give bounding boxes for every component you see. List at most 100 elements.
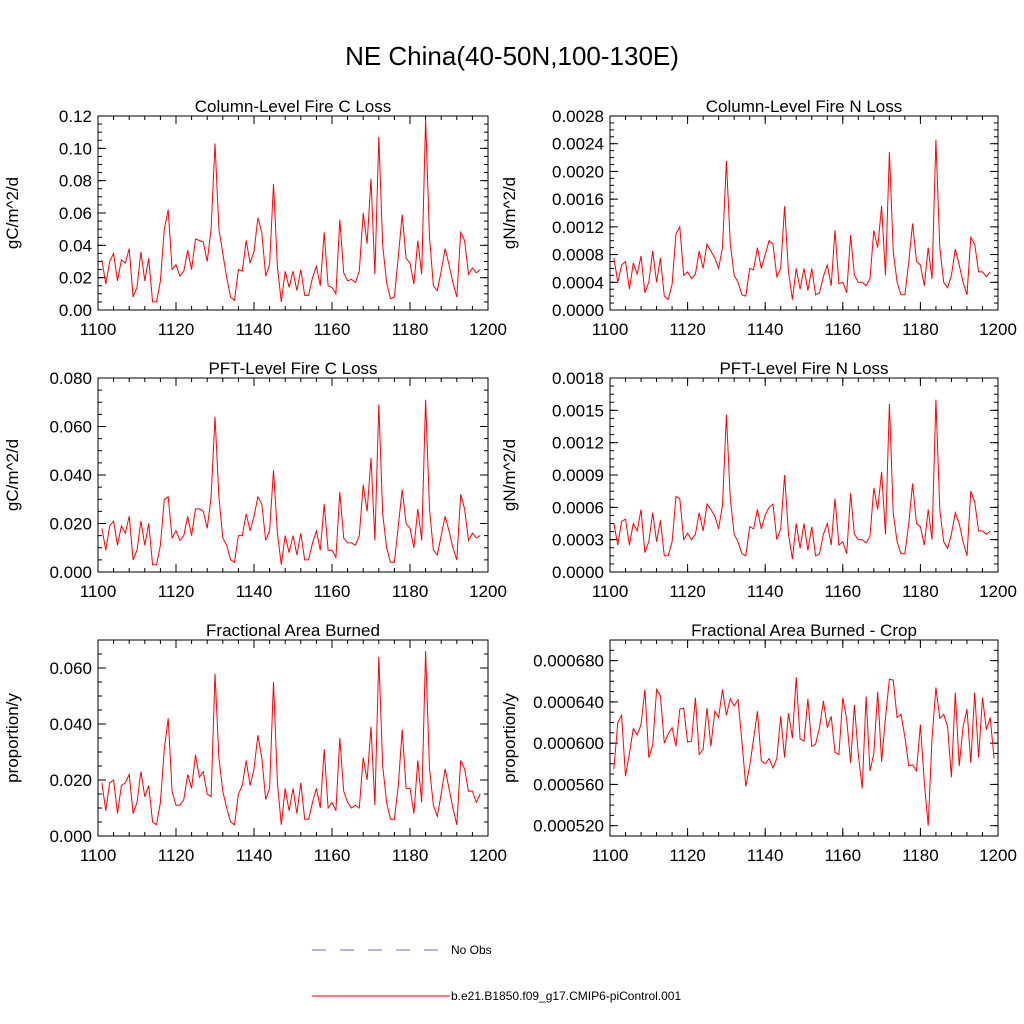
y-tick-label: 0.0000 — [552, 563, 604, 582]
x-tick-label: 1180 — [392, 582, 429, 601]
series-line — [101, 119, 481, 303]
plot-frame — [97, 115, 489, 311]
figure-title: NE China(40-50N,100-130E) — [345, 41, 679, 71]
y-tick-label: 0.0015 — [552, 401, 604, 420]
panel-title: Column-Level Fire C Loss — [195, 97, 392, 116]
legend-obs-label: No Obs — [451, 943, 492, 957]
legend-model-label: b.e21.B1850.f09_g17.CMIP6-piControl.001 — [451, 989, 681, 1003]
x-tick-label: 1140 — [236, 320, 273, 339]
panel-title: PFT-Level Fire C Loss — [208, 359, 377, 378]
x-tick-label: 1100 — [80, 582, 117, 601]
y-tick-label: 0.020 — [49, 771, 92, 790]
y-tick-label: 0.0024 — [552, 135, 604, 154]
y-tick-label: 0.0028 — [552, 107, 604, 126]
y-tick-label: 0.12 — [59, 107, 92, 126]
x-tick-label: 1120 — [158, 582, 195, 601]
series-line — [101, 651, 481, 826]
y-tick-label: 0.0012 — [552, 434, 604, 453]
y-tick-label: 0.000600 — [533, 734, 604, 753]
plot-frame — [97, 377, 489, 573]
y-tick-label: 0.000560 — [533, 775, 604, 794]
series-line — [613, 139, 991, 301]
panel-4: 1100 1120 1140 1160 1180 1200 0.0000 0.0003 0.00… — [500, 359, 1017, 601]
x-tick-label: 1160 — [825, 846, 862, 865]
x-tick-label: 1100 — [592, 846, 629, 865]
panel-1: 1100 1120 1140 1160 1180 1200 0.00 0.02 0.04 0.06… — [3, 97, 507, 339]
series-line — [613, 677, 995, 826]
y-tick-label: 0.060 — [49, 418, 92, 437]
x-tick-label: 1180 — [902, 846, 939, 865]
y-tick-label: 0.10 — [59, 139, 92, 158]
x-tick-label: 1120 — [669, 582, 706, 601]
x-tick-label: 1120 — [158, 846, 195, 865]
y-tick-label: 0.040 — [49, 466, 92, 485]
plot-frame — [97, 639, 489, 837]
y-tick-label: 0.0020 — [552, 162, 604, 181]
y-tick-label: 0.0008 — [552, 246, 604, 265]
series-line — [101, 399, 481, 566]
x-tick-label: 1180 — [902, 320, 939, 339]
y-tick-label: 0.0004 — [552, 273, 604, 292]
y-tick-label: 0.06 — [59, 204, 92, 223]
y-tick-label: 0.0018 — [552, 369, 604, 388]
y-tick-label: 0.0012 — [552, 218, 604, 237]
x-tick-label: 1200 — [469, 582, 507, 601]
x-tick-label: 1200 — [469, 846, 507, 865]
y-tick-label: 0.02 — [59, 269, 92, 288]
plot-frame — [609, 639, 999, 837]
y-tick-label: 0.0003 — [552, 531, 604, 550]
panel-2: 1100 1120 1140 1160 1180 1200 0.0000 0.0004 0.00… — [500, 97, 1017, 339]
x-tick-label: 1160 — [825, 320, 862, 339]
x-tick-label: 1160 — [825, 582, 862, 601]
y-tick-label: 0.000 — [49, 827, 92, 846]
y-tick-label: 0.00 — [59, 301, 92, 320]
panel-title: Column-Level Fire N Loss — [706, 97, 903, 116]
panels: 1100 1120 1140 1160 1180 1200 0.00 0.02 0.04 0.06… — [3, 97, 1017, 865]
x-tick-label: 1180 — [392, 846, 429, 865]
y-tick-label: 0.060 — [49, 659, 92, 678]
y-tick-label: 0.020 — [49, 515, 92, 534]
x-tick-label: 1100 — [592, 320, 629, 339]
x-tick-label: 1160 — [314, 582, 351, 601]
panel-title: Fractional Area Burned - Crop — [691, 621, 917, 640]
y-tick-label: 0.04 — [59, 236, 92, 255]
y-axis-label: proportion/y — [3, 693, 22, 783]
x-tick-label: 1120 — [669, 320, 706, 339]
y-axis-label: gN/m^2/d — [500, 177, 519, 249]
x-tick-label: 1120 — [158, 320, 195, 339]
x-tick-label: 1140 — [236, 582, 273, 601]
y-axis-label: gN/m^2/d — [500, 439, 519, 511]
panel-3: 1100 1120 1140 1160 1180 1200 0.000 0.020 0.040 0… — [3, 359, 507, 601]
y-axis-label: proportion/y — [500, 693, 519, 783]
x-tick-label: 1200 — [979, 582, 1017, 601]
x-tick-label: 1160 — [314, 846, 351, 865]
y-tick-label: 0.000640 — [533, 693, 604, 712]
y-tick-label: 0.0016 — [552, 190, 604, 209]
panel-title: PFT-Level Fire N Loss — [719, 359, 888, 378]
y-tick-label: 0.0006 — [552, 498, 604, 517]
y-tick-label: 0.0009 — [552, 466, 604, 485]
x-tick-label: 1140 — [236, 846, 273, 865]
y-tick-label: 0.040 — [49, 715, 92, 734]
x-tick-label: 1140 — [747, 320, 784, 339]
x-tick-label: 1200 — [979, 846, 1017, 865]
x-tick-label: 1100 — [80, 846, 117, 865]
x-tick-label: 1160 — [314, 320, 351, 339]
x-tick-label: 1180 — [902, 582, 939, 601]
plot-frame — [609, 377, 999, 573]
panel-5: 1100 1120 1140 1160 1180 1200 0.000 0.020 0.040 0… — [3, 621, 507, 865]
y-tick-label: 0.08 — [59, 172, 92, 191]
y-axis-label: gC/m^2/d — [3, 177, 22, 249]
y-axis-label: gC/m^2/d — [3, 439, 22, 511]
panel-title: Fractional Area Burned — [206, 621, 380, 640]
plot-frame — [609, 115, 999, 311]
x-tick-label: 1100 — [80, 320, 117, 339]
x-tick-label: 1120 — [669, 846, 706, 865]
x-tick-label: 1100 — [592, 582, 629, 601]
y-tick-label: 0.0000 — [552, 301, 604, 320]
y-tick-label: 0.080 — [49, 369, 92, 388]
x-tick-label: 1200 — [469, 320, 507, 339]
panel-6: 1100 1120 1140 1160 1180 1200 0.000520 0.000560… — [500, 621, 1017, 865]
x-tick-label: 1140 — [747, 846, 784, 865]
